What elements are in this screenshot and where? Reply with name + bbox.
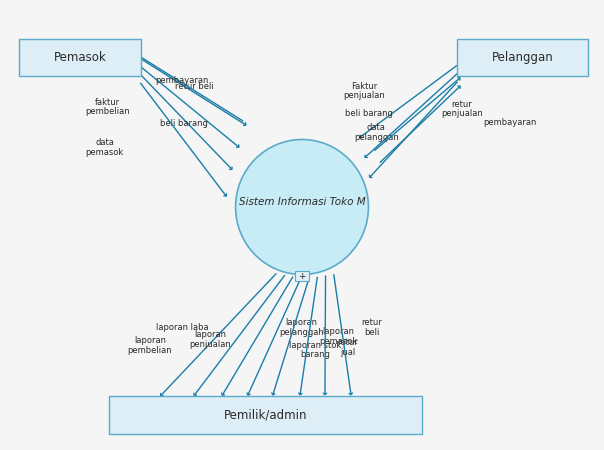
Text: Pemilik/admin: Pemilik/admin <box>224 409 307 422</box>
FancyBboxPatch shape <box>19 39 141 76</box>
Text: beli barang: beli barang <box>160 119 208 128</box>
Text: beli barang: beli barang <box>345 109 393 118</box>
FancyBboxPatch shape <box>109 396 422 434</box>
Text: Pelanggan: Pelanggan <box>492 51 553 64</box>
Text: retur beli: retur beli <box>175 82 214 91</box>
FancyBboxPatch shape <box>295 271 309 281</box>
Text: retur
jual: retur jual <box>337 338 358 357</box>
Text: Pemasok: Pemasok <box>54 51 106 64</box>
Text: laporan stok
barang: laporan stok barang <box>289 341 341 360</box>
Text: laporan
pemasok: laporan pemasok <box>319 327 357 346</box>
Text: retur
penjualan: retur penjualan <box>441 99 483 118</box>
Text: +: + <box>298 272 306 281</box>
FancyBboxPatch shape <box>457 39 588 76</box>
Text: data
pemasok: data pemasok <box>86 138 124 157</box>
Text: laporan laba: laporan laba <box>156 323 208 332</box>
Text: pembayaran: pembayaran <box>155 76 208 85</box>
Text: faktur
pembelian: faktur pembelian <box>85 98 130 117</box>
Text: laporan
pembelian: laporan pembelian <box>127 336 172 355</box>
Text: pembayaran: pembayaran <box>483 118 536 127</box>
Text: Faktur
penjualan: Faktur penjualan <box>344 81 385 100</box>
Text: data
pelanggan: data pelanggan <box>354 123 399 142</box>
Text: laporan
pelanggah: laporan pelanggah <box>279 318 324 337</box>
Text: laporan
penjualan: laporan penjualan <box>189 330 231 349</box>
Text: retur
beli: retur beli <box>361 318 382 337</box>
Text: Sistem Informasi Toko M: Sistem Informasi Toko M <box>239 198 365 207</box>
Ellipse shape <box>236 140 368 274</box>
